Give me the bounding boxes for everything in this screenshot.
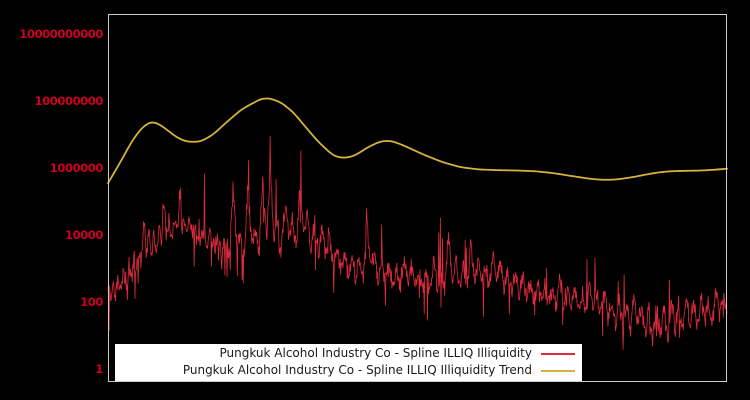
series-line-illiquidity	[107, 135, 728, 350]
y-axis-tick-label: 10000000000	[19, 27, 103, 42]
legend-row: Pungkuk Alcohol Industry Co - Spline ILL…	[116, 345, 581, 362]
y-axis-tick-label: 10000	[64, 227, 103, 242]
y-axis-tick-label: 100	[80, 294, 103, 309]
y-axis-tick-label: 1	[95, 361, 103, 376]
legend-line-swatch-trend	[541, 369, 575, 372]
plot-area-background	[108, 14, 727, 382]
chart-legend[interactable]: Pungkuk Alcohol Industry Co - Spline ILL…	[115, 344, 582, 381]
plot-area-frame	[108, 14, 727, 382]
y-axis-tick-label: 1000000	[49, 160, 104, 175]
data-series-layer	[107, 97, 728, 350]
legend-row: Pungkuk Alcohol Industry Co - Spline ILL…	[116, 362, 581, 379]
legend-label: Pungkuk Alcohol Industry Co - Spline ILL…	[182, 363, 532, 377]
y-axis-tick-label: 100000000	[34, 94, 104, 109]
series-line-illiquidity-trend	[107, 97, 728, 185]
legend-label: Pungkuk Alcohol Industry Co - Spline ILL…	[219, 346, 532, 360]
y-axis-tick-labels: 10000000000 100000000 1000000 10000 100 1	[0, 0, 103, 400]
legend-line-swatch-illiquidity	[541, 352, 575, 355]
